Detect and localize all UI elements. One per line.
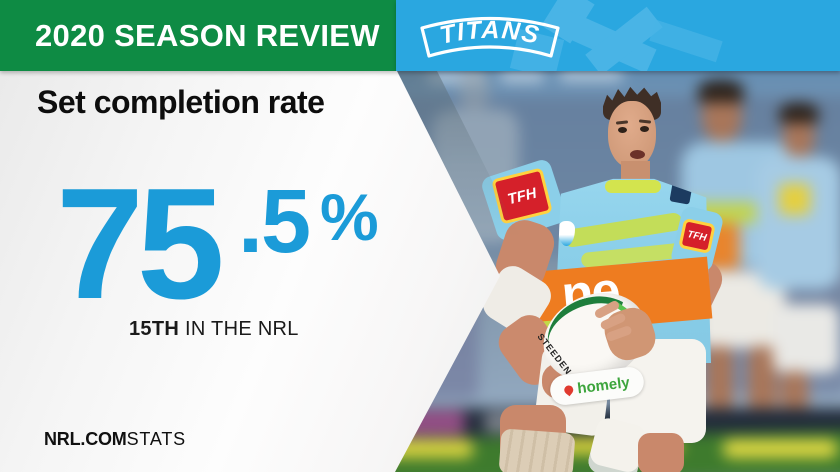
shorts-sponsor-text: homely (576, 373, 631, 397)
background-player (458, 71, 490, 111)
nrl-stats-logo: NRL.COMSTATS (44, 429, 186, 450)
titans-logo-text: TITANS (437, 16, 541, 50)
background-player-trim (779, 183, 811, 215)
background-player-hair (779, 102, 819, 124)
nrl-com-wordmark: NRL.COM (44, 429, 127, 449)
rank-suffix: IN THE NRL (179, 318, 299, 340)
signage-text-blur (558, 71, 624, 81)
player-eye (618, 127, 627, 133)
banner-blue-section: TITANS (396, 0, 840, 71)
knee-tape (498, 428, 576, 472)
sleeve-sponsor-patch: TFH (678, 218, 716, 254)
player-mouth (630, 150, 645, 159)
signage-text-blur (499, 71, 546, 82)
stat-value-unit: % (320, 180, 379, 254)
nrl-premiership-badge (558, 221, 575, 246)
stat-panel: Set completion rate 75 .5 % 15TH IN THE … (0, 71, 500, 472)
jersey-maker-logo (669, 181, 693, 205)
titans-logo: TITANS (420, 16, 560, 58)
signage-text-blur (426, 71, 487, 83)
homely-pin-icon (562, 383, 576, 396)
stat-value-whole: 75 (56, 156, 225, 332)
background-player-jersey (756, 156, 840, 290)
stat-label: Set completion rate (37, 84, 325, 120)
jersey-collar (605, 180, 661, 193)
rank-line: 15TH IN THE NRL (129, 318, 299, 341)
banner-green-section: 2020 SEASON REVIEW (0, 0, 396, 71)
background-player-hair (697, 79, 744, 103)
stat-value-decimal: .5 (238, 172, 311, 272)
background-player-shorts (772, 304, 840, 373)
field-signage-blur (722, 439, 838, 459)
rank-value: 15TH (129, 318, 180, 340)
svg-text:TITANS: TITANS (437, 16, 542, 50)
stats-wordmark: STATS (126, 429, 186, 449)
titan-graphic-shard (649, 19, 723, 63)
banner-title: 2020 SEASON REVIEW (35, 17, 380, 53)
jersey-stripe (562, 211, 684, 249)
player-eye (640, 126, 649, 132)
top-banner: 2020 SEASON REVIEW TITANS (0, 0, 840, 71)
player-leg (638, 433, 684, 472)
main-player: TFH TFH ne STEEDEN (350, 71, 840, 472)
